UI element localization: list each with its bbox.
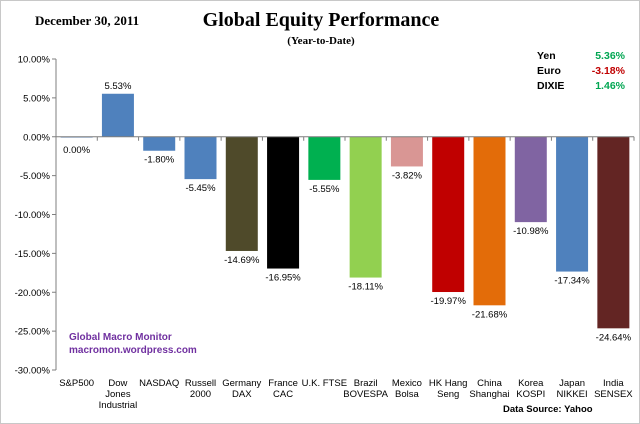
bar — [432, 136, 465, 293]
y-tick-label: -10.00% — [15, 210, 51, 221]
x-tick-label: S&P500 — [59, 378, 94, 389]
data-label: -5.45% — [185, 183, 216, 194]
bar — [390, 136, 423, 167]
data-label: -1.80% — [144, 155, 175, 166]
data-label: -21.68% — [472, 309, 508, 320]
data-label: -3.82% — [392, 170, 423, 181]
data-label: -5.55% — [309, 184, 340, 195]
bar — [267, 136, 300, 269]
data-label: -14.69% — [224, 255, 260, 266]
currency-box: Yen 5.36% Euro -3.18% DIXIE 1.46% — [537, 49, 625, 94]
data-label: -10.98% — [513, 226, 549, 237]
x-tick-label: Russell 2000 — [185, 378, 216, 400]
bar — [184, 136, 217, 180]
x-tick-label: U.K. FTSE — [302, 378, 347, 389]
bar — [514, 136, 547, 223]
y-tick-label: -5.00% — [20, 171, 51, 182]
currency-name: Euro — [537, 65, 561, 77]
watermark-line: macromon.wordpress.com — [69, 345, 197, 356]
bar — [101, 93, 134, 137]
x-tick-label: Dow Jones Industrial — [99, 378, 138, 411]
chart-subtitle: (Year-to-Date) — [287, 35, 355, 47]
x-tick-label: HK Hang Seng — [429, 378, 468, 400]
bar — [143, 136, 176, 151]
x-tick-label: China Shanghai — [469, 378, 509, 400]
data-source-note: Data Source: Yahoo — [503, 404, 593, 415]
y-tick-label: 10.00% — [18, 55, 51, 66]
y-tick-label: -30.00% — [15, 366, 51, 377]
data-label: 5.53% — [104, 81, 131, 92]
x-tick-label: France CAC — [268, 378, 298, 400]
bar — [349, 136, 382, 278]
data-label: -18.11% — [348, 282, 383, 293]
currency-value: 1.46% — [595, 80, 625, 92]
currency-name: DIXIE — [537, 80, 565, 92]
bar — [556, 136, 589, 272]
y-tick-label: 5.00% — [23, 93, 50, 104]
watermark-line: Global Macro Monitor — [69, 332, 172, 343]
x-tick-label: Mexico Bolsa — [392, 378, 422, 400]
watermark: Global Macro Monitor macromon.wordpress.… — [69, 331, 197, 357]
data-label: 0.00% — [63, 145, 90, 156]
y-tick-label: 0.00% — [23, 132, 50, 143]
chart-title: Global Equity Performance — [202, 9, 440, 31]
currency-row-yen: Yen 5.36% — [537, 49, 625, 64]
currency-value: -3.18% — [591, 65, 625, 77]
x-tick-label: Brazil BOVESPA — [343, 378, 388, 400]
data-label: -19.97% — [431, 296, 467, 307]
bar — [597, 136, 630, 329]
currency-value: 5.36% — [595, 50, 625, 62]
bar — [308, 136, 341, 180]
bar — [473, 136, 506, 306]
bar — [225, 136, 258, 251]
data-label: -17.34% — [554, 276, 590, 287]
x-tick-label: Japan NIKKEI — [556, 378, 587, 400]
data-label: -16.95% — [265, 273, 301, 284]
y-tick-label: -25.00% — [15, 327, 51, 338]
x-tick-label: Korea KOSPI — [516, 378, 545, 400]
currency-row-dixie: DIXIE 1.46% — [537, 79, 625, 94]
y-tick-label: -15.00% — [15, 249, 51, 260]
currency-row-euro: Euro -3.18% — [537, 64, 625, 79]
chart-date: December 30, 2011 — [35, 13, 140, 28]
currency-name: Yen — [537, 50, 556, 62]
data-label: -24.64% — [596, 332, 632, 343]
x-tick-label: NASDAQ — [139, 378, 179, 389]
x-tick-label: Germany DAX — [222, 378, 261, 400]
x-tick-label: India SENSEX — [594, 378, 633, 400]
y-tick-label: -20.00% — [15, 288, 51, 299]
